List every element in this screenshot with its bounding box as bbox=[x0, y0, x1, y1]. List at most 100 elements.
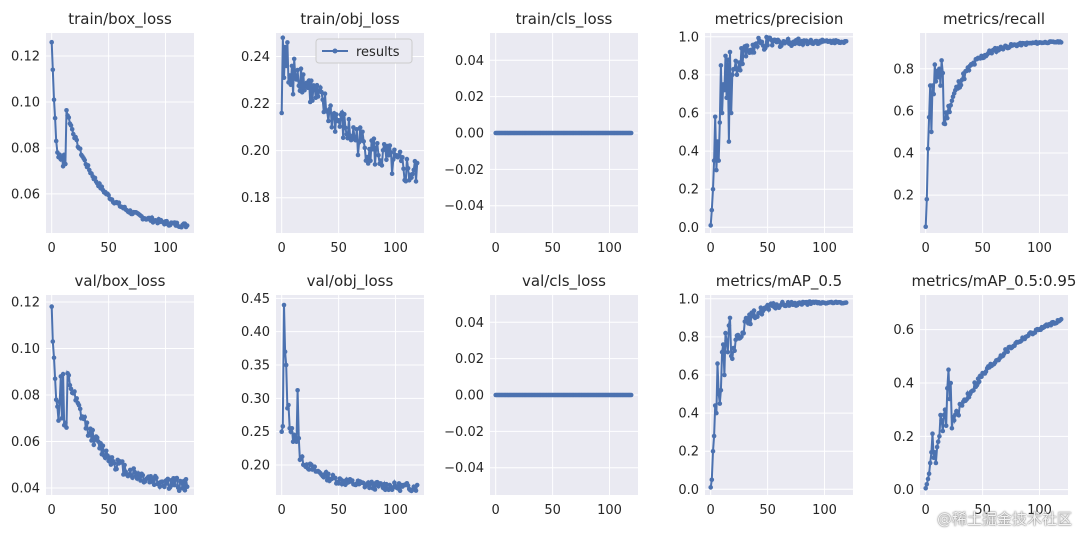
data-point bbox=[94, 435, 100, 441]
y-tick-label: 0.45 bbox=[241, 292, 270, 307]
x-tick-label: 0 bbox=[278, 241, 286, 256]
data-point bbox=[725, 57, 731, 62]
data-point bbox=[314, 82, 320, 88]
data-point bbox=[384, 157, 389, 163]
x-tick-label: 100 bbox=[812, 241, 837, 256]
data-point bbox=[67, 382, 73, 388]
data-point bbox=[63, 420, 68, 426]
data-point bbox=[971, 388, 976, 393]
x-tick-label: 50 bbox=[544, 241, 561, 256]
data-point bbox=[282, 44, 288, 50]
series-results bbox=[708, 299, 849, 490]
data-point bbox=[725, 349, 731, 355]
data-point bbox=[933, 460, 939, 466]
data-point bbox=[712, 403, 718, 408]
data-point bbox=[343, 125, 348, 131]
data-point bbox=[72, 389, 77, 394]
y-tick-label: 0.4 bbox=[893, 377, 914, 392]
data-point bbox=[923, 224, 928, 229]
data-point bbox=[59, 416, 65, 421]
data-point bbox=[172, 482, 177, 488]
subplot-train-box-loss: train/box_loss 0 50 100 0.06 0.08 0.10 0.12 bbox=[11, 10, 194, 256]
data-point bbox=[409, 175, 414, 180]
data-point bbox=[92, 175, 98, 181]
data-point bbox=[931, 455, 936, 461]
data-point bbox=[280, 35, 286, 40]
data-point bbox=[738, 68, 743, 73]
data-point bbox=[346, 116, 352, 122]
data-point bbox=[50, 339, 56, 344]
y-tick-label: 0.08 bbox=[11, 141, 40, 156]
data-point bbox=[372, 162, 378, 167]
data-point bbox=[304, 462, 310, 467]
data-point bbox=[66, 373, 72, 378]
data-point bbox=[301, 72, 306, 77]
plot-area bbox=[920, 33, 1068, 233]
data-point bbox=[722, 372, 727, 378]
y-tick-label: 0.00 bbox=[455, 127, 484, 142]
data-point bbox=[89, 438, 94, 443]
data-point bbox=[733, 337, 738, 343]
data-point bbox=[299, 454, 305, 459]
data-point bbox=[935, 439, 941, 445]
subplot-title: val/obj_loss bbox=[307, 272, 394, 291]
data-point bbox=[932, 62, 938, 67]
x-tick-label: 50 bbox=[974, 503, 991, 518]
data-point bbox=[755, 314, 760, 320]
data-point bbox=[933, 79, 939, 84]
data-point bbox=[796, 36, 801, 42]
data-point bbox=[371, 136, 377, 141]
data-point bbox=[715, 139, 720, 144]
data-point bbox=[714, 167, 719, 173]
data-point bbox=[336, 118, 341, 123]
data-point bbox=[373, 145, 379, 151]
series-results bbox=[279, 35, 420, 184]
y-tick-label: 0.2 bbox=[678, 445, 699, 460]
x-tick-label: 100 bbox=[812, 503, 837, 518]
data-point bbox=[290, 91, 296, 97]
x-tick-label: 100 bbox=[153, 241, 178, 256]
data-point bbox=[50, 67, 56, 73]
y-tick-label: 0.0 bbox=[678, 483, 699, 498]
x-tick-label: 0 bbox=[278, 503, 286, 518]
data-point bbox=[84, 420, 90, 426]
data-point bbox=[937, 66, 942, 72]
data-point bbox=[722, 87, 727, 93]
y-tick-label: 0.6 bbox=[678, 369, 699, 384]
x-tick-label: 50 bbox=[330, 241, 347, 256]
subplot-title: metrics/mAP_0.5 bbox=[716, 272, 842, 291]
data-point bbox=[925, 476, 931, 482]
data-point bbox=[318, 85, 323, 90]
data-point bbox=[279, 429, 285, 435]
data-point bbox=[140, 473, 146, 478]
data-point bbox=[724, 95, 729, 101]
data-point bbox=[732, 66, 737, 72]
subplot-title: train/cls_loss bbox=[516, 10, 613, 29]
data-point bbox=[282, 349, 288, 355]
data-point bbox=[286, 402, 291, 408]
data-point bbox=[83, 426, 89, 431]
data-point bbox=[351, 125, 356, 130]
data-point bbox=[56, 418, 61, 423]
data-point bbox=[934, 444, 940, 450]
data-point bbox=[74, 396, 79, 401]
data-point bbox=[734, 72, 740, 78]
y-tick-label: 0.04 bbox=[11, 482, 40, 497]
data-point bbox=[397, 149, 403, 155]
data-point bbox=[400, 155, 405, 160]
y-tick-label: 1.0 bbox=[678, 30, 699, 45]
data-point bbox=[710, 448, 716, 454]
data-point bbox=[77, 146, 83, 151]
data-point bbox=[765, 43, 770, 48]
x-tick-label: 50 bbox=[330, 503, 347, 518]
data-point bbox=[376, 153, 381, 158]
y-tick-label: 1.0 bbox=[678, 292, 699, 307]
data-point bbox=[322, 91, 328, 96]
y-tick-label: 0.25 bbox=[241, 425, 270, 440]
y-tick-label: 0.4 bbox=[678, 145, 699, 160]
data-point bbox=[938, 83, 943, 88]
data-point bbox=[943, 110, 949, 115]
data-point bbox=[717, 120, 723, 125]
data-point bbox=[375, 141, 380, 146]
data-point bbox=[397, 488, 403, 494]
